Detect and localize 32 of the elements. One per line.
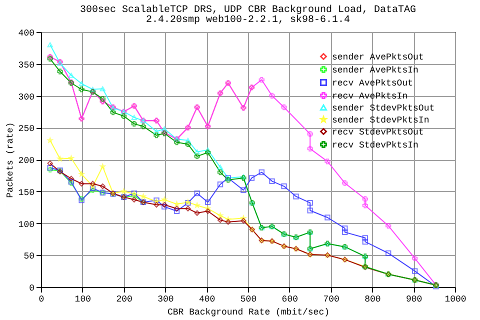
legend-label: sender StdevPktsIn — [332, 116, 430, 126]
y-tick-label: 0 — [29, 284, 34, 294]
y-tick-label: 200 — [18, 156, 34, 166]
x-tick-label: 500 — [240, 294, 257, 304]
y-tick-label: 300 — [18, 92, 34, 102]
y-tick-label: 400 — [18, 28, 34, 38]
x-axis-title: CBR Background Rate (mbit/sec) — [167, 308, 330, 318]
x-tick-label: 700 — [323, 294, 340, 304]
chart-subtitle: 2.4.20smp web100-2.2.1, sk98-6.1.4 — [146, 14, 350, 26]
y-tick-label: 250 — [18, 124, 34, 134]
legend-label: sender AvePktsOut — [332, 52, 424, 62]
legend-label: sender StdevPktsOut — [332, 104, 435, 114]
legend-label: recv StdevPktsOut — [332, 128, 424, 138]
y-tick-label: 350 — [18, 60, 34, 70]
x-tick-label: 1000 — [444, 294, 466, 304]
x-tick-label: 800 — [364, 294, 381, 304]
x-tick-label: 400 — [199, 294, 216, 304]
legend-label: recv AvePktsOut — [332, 78, 414, 88]
y-tick-label: 100 — [18, 220, 34, 230]
legend-label: recv StdevPktsIn — [332, 140, 418, 150]
y-tick-label: 50 — [24, 252, 34, 262]
legend-label: sender AvePktsIn — [332, 66, 418, 76]
x-tick-label: 600 — [282, 294, 298, 304]
legend-label: recv AvePktsIn — [332, 92, 408, 102]
chart-title: 300sec ScalableTCP DRS, UDP CBR Background Load, DataTAG — [80, 4, 416, 16]
x-tick-label: 900 — [406, 294, 422, 304]
x-tick-label: 200 — [116, 294, 132, 304]
x-tick-label: 0 — [38, 294, 44, 304]
x-tick-label: 300 — [158, 294, 174, 304]
y-axis-title: Packets (rate) — [5, 122, 16, 198]
y-tick-label: 150 — [18, 188, 34, 198]
x-tick-label: 100 — [74, 294, 91, 304]
